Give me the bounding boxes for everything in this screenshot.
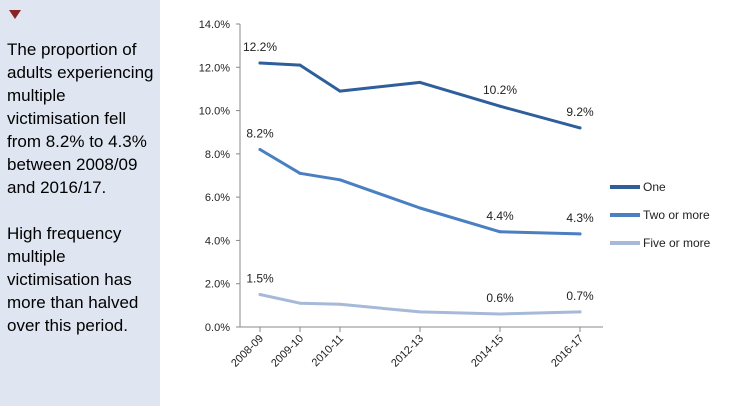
legend-label: Five or more: [643, 236, 711, 250]
data-label: 12.2%: [243, 40, 277, 54]
data-point: [418, 310, 422, 314]
data-point: [338, 178, 342, 182]
series-line-1: [258, 148, 582, 236]
y-tick-label: 12.0%: [199, 62, 230, 74]
data-label: 9.2%: [566, 105, 594, 119]
data-label: 0.7%: [566, 289, 594, 303]
y-tick-label: 8.0%: [205, 149, 230, 161]
y-tick-label: 4.0%: [205, 235, 230, 247]
data-label: 0.6%: [486, 291, 514, 305]
data-point: [418, 206, 422, 210]
data-label: 4.4%: [486, 209, 514, 223]
y-tick-label: 14.0%: [199, 19, 230, 31]
data-point: [298, 171, 302, 175]
data-point: [578, 232, 582, 236]
series-line-0: [258, 61, 582, 130]
y-tick-label: 6.0%: [205, 192, 230, 204]
legend-label: Two or more: [643, 208, 710, 222]
series-line-2: [258, 293, 582, 316]
x-tick-label: 2012-13: [389, 333, 426, 370]
data-point: [418, 80, 422, 84]
data-point: [498, 230, 502, 234]
data-point: [298, 301, 302, 305]
summary-text: The proportion of adults experiencing mu…: [7, 38, 157, 337]
data-label: 1.5%: [246, 272, 274, 286]
data-point: [258, 293, 262, 297]
y-tick-label: 10.0%: [199, 106, 230, 118]
summary-paragraph-1: The proportion of adults experiencing mu…: [7, 40, 154, 197]
legend-label: One: [643, 180, 666, 194]
y-tick-label: 0.0%: [205, 322, 230, 334]
x-tick-label: 2009-10: [269, 333, 306, 370]
summary-panel: The proportion of adults experiencing mu…: [0, 0, 160, 406]
x-tick-label: 2008-09: [229, 333, 266, 370]
summary-paragraph-2: High frequency multiple victimisation ha…: [7, 224, 139, 335]
data-point: [498, 104, 502, 108]
data-point: [258, 148, 262, 152]
x-tick-label: 2014-15: [469, 333, 506, 370]
x-tick-label: 2010-11: [310, 333, 346, 369]
data-label: 8.2%: [246, 127, 274, 141]
data-point: [338, 89, 342, 93]
data-point: [338, 302, 342, 306]
data-point: [578, 310, 582, 314]
triangle-marker-icon: [9, 10, 21, 19]
data-label: 10.2%: [483, 83, 517, 97]
x-tick-label: 2016-17: [549, 333, 586, 370]
data-label: 4.3%: [566, 211, 594, 225]
data-point: [578, 126, 582, 130]
data-point: [258, 61, 262, 65]
data-point: [498, 312, 502, 316]
data-point: [298, 63, 302, 67]
y-tick-label: 2.0%: [205, 279, 230, 291]
